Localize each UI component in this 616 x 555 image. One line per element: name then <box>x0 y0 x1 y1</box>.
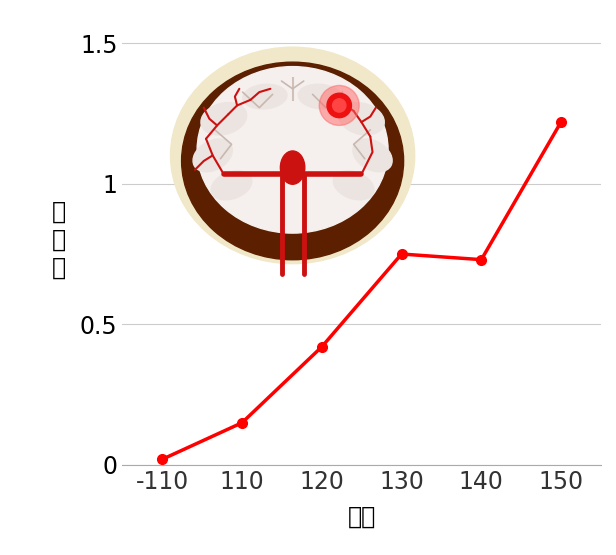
Circle shape <box>333 99 346 112</box>
Circle shape <box>327 93 352 118</box>
Ellipse shape <box>333 171 374 200</box>
Ellipse shape <box>280 151 305 184</box>
Ellipse shape <box>339 103 384 135</box>
Ellipse shape <box>197 67 388 233</box>
Ellipse shape <box>298 84 342 109</box>
X-axis label: 血圧: 血圧 <box>347 505 376 529</box>
Circle shape <box>319 85 359 125</box>
Ellipse shape <box>243 84 287 109</box>
Ellipse shape <box>201 103 246 135</box>
Ellipse shape <box>171 47 415 264</box>
Ellipse shape <box>193 139 232 171</box>
Ellipse shape <box>182 62 403 260</box>
Y-axis label: 脳
出
血: 脳 出 血 <box>52 200 66 280</box>
Ellipse shape <box>353 139 392 171</box>
Ellipse shape <box>211 171 252 200</box>
